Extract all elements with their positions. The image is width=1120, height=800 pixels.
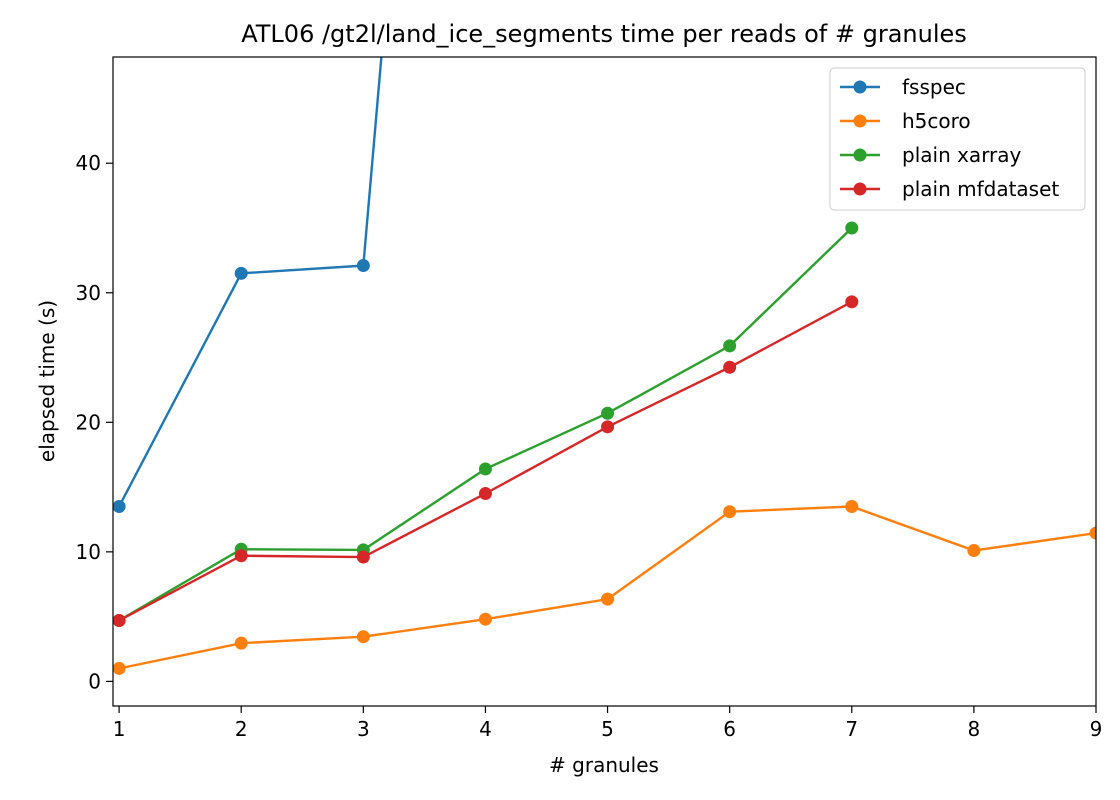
y-tick-label: 20 (76, 410, 101, 434)
x-tick-label: 8 (968, 717, 981, 741)
data-point (113, 614, 126, 628)
series-line (118, 57, 383, 508)
data-point (356, 630, 370, 644)
data-point (234, 549, 248, 563)
x-tick-label: 2 (235, 717, 248, 741)
x-tick-label: 6 (723, 717, 736, 741)
x-tick-label: 9 (1090, 717, 1103, 741)
x-tick-label: 3 (357, 717, 370, 741)
data-point (845, 295, 859, 309)
data-point (234, 266, 248, 280)
data-point (601, 592, 615, 606)
legend-box (829, 67, 1086, 211)
y-tick-label: 0 (88, 669, 101, 693)
data-point (723, 360, 737, 374)
data-point (1089, 526, 1096, 540)
data-point (601, 420, 615, 434)
x-tick-label: 1 (113, 717, 126, 741)
legend-marker (853, 80, 867, 94)
legend-label: plain mfdataset (902, 177, 1059, 201)
data-point (234, 636, 248, 650)
legend-marker (853, 182, 867, 196)
x-axis-label: # granules (549, 753, 659, 777)
data-point (113, 500, 126, 514)
plot-frame (112, 56, 1097, 707)
data-point (113, 661, 126, 675)
data-point (478, 462, 492, 476)
data-point (967, 544, 981, 558)
data-point (356, 550, 370, 564)
data-point (478, 612, 492, 626)
y-tick-label: 40 (76, 151, 101, 175)
legend-marker (853, 148, 867, 162)
legend-label: fsspec (902, 75, 966, 99)
data-point (845, 221, 859, 235)
data-point (723, 339, 737, 353)
legend-label: plain xarray (902, 143, 1022, 167)
data-point (478, 487, 492, 501)
y-tick-label: 30 (76, 281, 101, 305)
data-point (845, 500, 859, 514)
data-point (723, 505, 737, 519)
legend-marker (853, 114, 867, 128)
y-axis-label: elapsed time (s) (35, 300, 59, 462)
y-tick-label: 10 (76, 540, 101, 564)
x-tick-label: 5 (601, 717, 614, 741)
legend-label: h5coro (902, 109, 971, 133)
data-point (601, 406, 615, 420)
x-tick-label: 7 (845, 717, 858, 741)
plot-area (113, 57, 1096, 675)
chart-title: ATL06 /gt2l/land_ice_segments time per r… (241, 20, 967, 48)
data-point (356, 259, 370, 273)
x-tick-label: 4 (479, 717, 492, 741)
